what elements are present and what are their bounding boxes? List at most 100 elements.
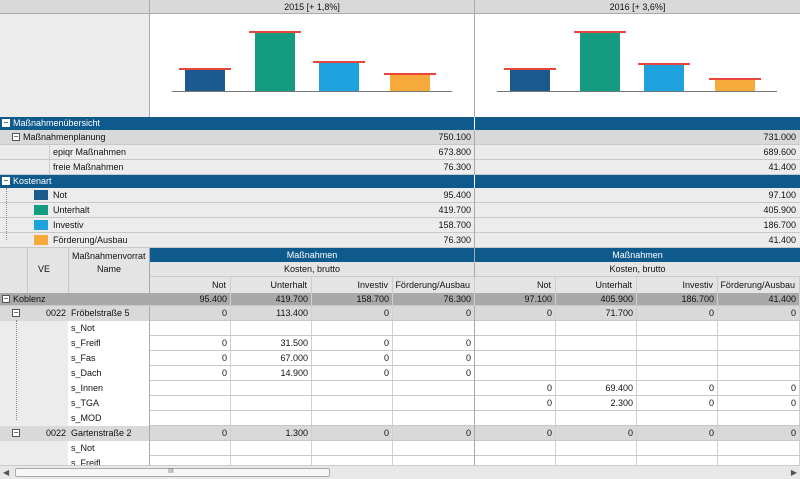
collapse-icon[interactable]: − (12, 308, 20, 317)
value-cell[interactable] (312, 441, 393, 455)
value-cell[interactable] (475, 366, 556, 380)
value-cell[interactable] (150, 396, 231, 410)
value-cell[interactable]: 0 (312, 336, 393, 350)
value-cell[interactable]: 0 (150, 426, 231, 440)
value-cell[interactable]: 0 (718, 381, 800, 395)
value-cell[interactable]: 0 (718, 426, 800, 440)
vorrat-header[interactable]: Maßnahmenvorrat (72, 251, 146, 261)
group-row[interactable]: − 0022 Fröbelstraße 5 0 113.400 0 0 0 71.700 0 0 (0, 306, 800, 321)
value-cell[interactable]: 31.500 (231, 336, 312, 350)
value-cell[interactable] (718, 441, 800, 455)
value-cell[interactable] (231, 441, 312, 455)
value-cell[interactable]: 419.700 (231, 293, 312, 305)
value-cell[interactable] (150, 411, 231, 425)
value-cell[interactable] (312, 396, 393, 410)
collapse-icon[interactable]: − (12, 132, 20, 141)
value-cell[interactable]: 97.100 (475, 293, 556, 305)
item-row[interactable]: s_Not (0, 321, 800, 336)
scroll-right-arrow[interactable]: ▶ (790, 468, 797, 477)
column-header-not[interactable]: Not (475, 277, 556, 293)
horizontal-scrollbar[interactable]: ◀ III ▶ (0, 465, 800, 479)
value-cell[interactable] (231, 411, 312, 425)
value-cell[interactable] (637, 366, 718, 380)
value-cell[interactable] (475, 411, 556, 425)
value-cell[interactable]: 0 (718, 396, 800, 410)
value-cell[interactable] (475, 351, 556, 365)
value-cell[interactable]: 0 (393, 306, 475, 320)
value-cell[interactable] (231, 321, 312, 335)
section-massnahmenuebersicht[interactable]: − Maßnahmenübersicht (0, 117, 800, 130)
column-header-unterhalt[interactable]: Unterhalt (231, 277, 312, 293)
value-cell[interactable]: 14.900 (231, 366, 312, 380)
value-cell[interactable] (637, 321, 718, 335)
value-cell[interactable]: 0 (475, 426, 556, 440)
year-2016-header[interactable]: 2016 [+ 3,6%] (475, 0, 800, 14)
value-cell[interactable]: 0 (150, 336, 231, 350)
value-cell[interactable]: 69.400 (556, 381, 637, 395)
value-cell[interactable]: 67.000 (231, 351, 312, 365)
value-cell[interactable] (556, 351, 637, 365)
item-row[interactable]: s_MOD (0, 411, 800, 426)
value-cell[interactable] (637, 336, 718, 350)
scroll-thumb[interactable]: III (15, 468, 330, 477)
collapse-icon[interactable]: − (12, 428, 20, 437)
value-cell[interactable] (475, 336, 556, 350)
value-cell[interactable] (393, 441, 475, 455)
value-cell[interactable] (150, 321, 231, 335)
value-cell[interactable]: 0 (475, 396, 556, 410)
value-cell[interactable]: 0 (393, 336, 475, 350)
group-row[interactable]: − 0022 Gartenstraße 2 0 1.300 0 0 0 0 0 0 (0, 426, 800, 441)
ve-header[interactable]: VE (38, 264, 51, 274)
row-massnahmenplanung[interactable]: − Maßnahmenplanung 750.100 731.000 (0, 130, 800, 145)
value-cell[interactable]: 95.400 (150, 293, 231, 305)
item-row[interactable]: s_Dach 0 14.900 0 0 (0, 366, 800, 381)
value-cell[interactable] (393, 396, 475, 410)
item-row[interactable]: s_Fas 0 67.000 0 0 (0, 351, 800, 366)
value-cell[interactable] (637, 441, 718, 455)
value-cell[interactable]: 0 (150, 306, 231, 320)
column-header-investiv[interactable]: Investiv (637, 277, 718, 293)
value-cell[interactable] (556, 411, 637, 425)
value-cell[interactable] (393, 411, 475, 425)
item-row[interactable]: s_Innen 0 69.400 0 0 (0, 381, 800, 396)
collapse-icon[interactable]: − (2, 294, 10, 303)
item-row[interactable]: s_Freifl 0 31.500 0 0 (0, 336, 800, 351)
column-header-foerderung[interactable]: Förderung/Ausbau (393, 277, 475, 293)
item-row[interactable]: s_Not (0, 441, 800, 456)
value-cell[interactable] (150, 381, 231, 395)
value-cell[interactable]: 1.300 (231, 426, 312, 440)
value-cell[interactable] (475, 321, 556, 335)
row-epiqr[interactable]: epiqr Maßnahmen 673.800 689.600 (0, 145, 800, 160)
value-cell[interactable]: 0 (312, 426, 393, 440)
value-cell[interactable]: 0 (393, 366, 475, 380)
value-cell[interactable]: 71.700 (556, 306, 637, 320)
value-cell[interactable] (556, 441, 637, 455)
value-cell[interactable] (393, 381, 475, 395)
value-cell[interactable]: 158.700 (312, 293, 393, 305)
value-cell[interactable] (718, 321, 800, 335)
value-cell[interactable]: 0 (150, 351, 231, 365)
value-cell[interactable]: 0 (637, 396, 718, 410)
value-cell[interactable]: 0 (393, 351, 475, 365)
value-cell[interactable] (718, 411, 800, 425)
column-header-investiv[interactable]: Investiv (312, 277, 393, 293)
value-cell[interactable]: 0 (475, 381, 556, 395)
value-cell[interactable]: 0 (150, 366, 231, 380)
column-header-not[interactable]: Not (150, 277, 231, 293)
value-cell[interactable]: 0 (637, 306, 718, 320)
kostenart-row[interactable]: Investiv 158.700 186.700 (0, 218, 800, 233)
value-cell[interactable]: 0 (393, 426, 475, 440)
value-cell[interactable] (231, 396, 312, 410)
value-cell[interactable] (637, 351, 718, 365)
massnahmen-header[interactable]: Maßnahmen (475, 248, 800, 262)
item-row[interactable]: s_TGA 0 2.300 0 0 (0, 396, 800, 411)
kostenart-row[interactable]: Unterhalt 419.700 405.900 (0, 203, 800, 218)
value-cell[interactable]: 0 (637, 381, 718, 395)
massnahmen-header[interactable]: Maßnahmen (150, 248, 474, 262)
kostenart-row[interactable]: Not 95.400 97.100 (0, 188, 800, 203)
value-cell[interactable] (312, 381, 393, 395)
collapse-icon[interactable]: − (2, 176, 10, 185)
value-cell[interactable] (556, 336, 637, 350)
value-cell[interactable]: 76.300 (393, 293, 475, 305)
value-cell[interactable] (150, 441, 231, 455)
